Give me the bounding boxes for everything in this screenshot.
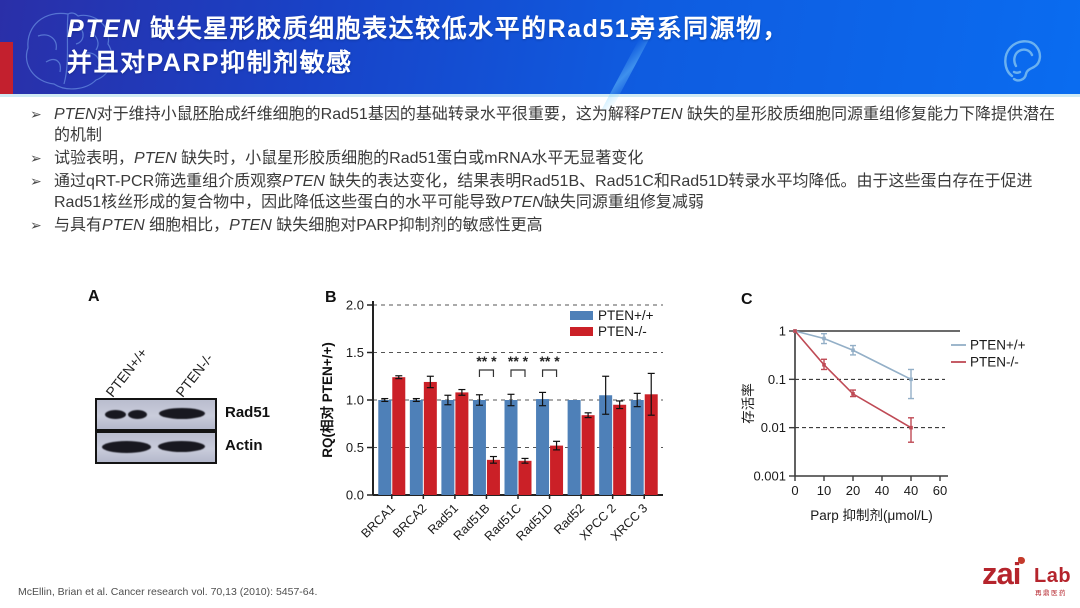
blot-band: [128, 410, 147, 419]
svg-text:0.1: 0.1: [768, 372, 786, 387]
blot-band: [102, 441, 151, 453]
svg-text:1: 1: [779, 324, 786, 339]
svg-text:0: 0: [791, 483, 798, 498]
panel-a-western-blot: A PTEN+/+ PTEN-/- Rad51 Actin: [85, 288, 330, 483]
panel-c-label: C: [741, 291, 753, 308]
title-gene: PTEN: [67, 15, 142, 43]
blot-actin: [95, 431, 217, 464]
bullet-text: PTEN对于维持小鼠胚胎成纤维细胞的Rad51基因的基础转录水平很重要，这为解释…: [54, 106, 1055, 144]
svg-text:** *: ** *: [476, 353, 497, 369]
bullet-list: ➢ PTEN对于维持小鼠胚胎成纤维细胞的Rad51基因的基础转录水平很重要，这为…: [30, 104, 1065, 238]
panel-c-line-chart: C 1 0.1 0.01 0.001 0 10 20 40 40 60 PTEN+/+ PTEN-/-…: [733, 285, 1080, 575]
panel-b-label: B: [325, 289, 337, 306]
svg-text:0.0: 0.0: [346, 488, 364, 503]
svg-text:60: 60: [933, 483, 947, 498]
arrow-bullet-icon: ➢: [30, 106, 42, 122]
blot-row-label: Rad51: [225, 404, 271, 421]
svg-text:10: 10: [817, 483, 831, 498]
blot-band: [159, 408, 205, 419]
svg-text:存活率: 存活率: [740, 383, 756, 424]
arrow-bullet-icon: ➢: [30, 150, 42, 166]
blot-row-label: Actin: [225, 437, 263, 454]
brain-icon: [25, 12, 113, 90]
arrow-bullet-icon: ➢: [30, 217, 42, 233]
bullet-item: ➢ PTEN对于维持小鼠胚胎成纤维细胞的Rad51基因的基础转录水平很重要，这为…: [30, 104, 1065, 146]
blot-rad51: [95, 398, 217, 431]
svg-text:PTEN+/+: PTEN+/+: [598, 308, 654, 323]
blot-band: [158, 441, 205, 452]
lane-label-pten-wt: PTEN+/+: [102, 344, 151, 400]
logo-zai-text: zai: [982, 556, 1021, 591]
panel-b-bar-chart: B 0.0 0.5 1.0 1.5 2.0 BRCA1 BRCA2 Rad51 Rad51B Ra…: [318, 283, 693, 598]
svg-text:PTEN-/-: PTEN-/-: [598, 324, 647, 339]
title-line1: PTEN 缺失星形胶质细胞表达较低水平的Rad51旁系同源物，: [67, 15, 790, 43]
svg-text:PTEN-/-: PTEN-/-: [970, 355, 1019, 370]
ear-icon: [1004, 40, 1042, 82]
bullet-item: ➢ 通过qRT-PCR筛选重组介质观察PTEN 缺失的表达变化，结果表明Rad5…: [30, 171, 1065, 213]
svg-text:BRCA1: BRCA1: [359, 501, 398, 540]
page-title: PTEN 缺失星形胶质细胞表达较低水平的Rad51旁系同源物， 并且对PARP抑…: [67, 12, 789, 80]
svg-text:0.5: 0.5: [346, 440, 364, 455]
lane-label-pten-ko: PTEN-/-: [172, 350, 217, 400]
svg-text:BRCA2: BRCA2: [390, 501, 429, 540]
bar-chart-svg: 0.00.51.01.52.0BRCA1BRCA2Rad51Rad51BRad5…: [319, 298, 663, 544]
line-chart-svg: 1 0.1 0.01 0.001 0 10 20 40 40 60 PTEN+/+ PTEN-/- Pa…: [740, 324, 1026, 524]
logo-dot-icon: [1018, 557, 1025, 564]
logo-lab-text: Lab: [1034, 565, 1072, 587]
zailab-logo: zai Lab 再鼎医药: [982, 556, 1077, 602]
svg-text:40: 40: [875, 483, 889, 498]
svg-text:0.001: 0.001: [753, 469, 786, 484]
blot-band: [105, 410, 126, 419]
bullet-text: 与具有PTEN 细胞相比，PTEN 缺失细胞对PARP抑制剂的敏感性更高: [54, 217, 543, 234]
svg-text:** *: ** *: [508, 353, 529, 369]
svg-text:1.0: 1.0: [346, 393, 364, 408]
title-line2: 并且对PARP抑制剂敏感: [67, 49, 353, 77]
svg-text:2.0: 2.0: [346, 298, 364, 313]
svg-text:1.5: 1.5: [346, 345, 364, 360]
svg-text:20: 20: [846, 483, 860, 498]
arrow-bullet-icon: ➢: [30, 173, 42, 189]
bullet-item: ➢ 与具有PTEN 细胞相比，PTEN 缺失细胞对PARP抑制剂的敏感性更高: [30, 215, 1065, 236]
red-accent-bar: [0, 42, 13, 94]
logo-chinese-text: 再鼎医药: [1035, 590, 1067, 597]
svg-text:40: 40: [904, 483, 918, 498]
bullet-item: ➢ 试验表明，PTEN 缺失时，小鼠星形胶质细胞的Rad51蛋白或mRNA水平无…: [30, 148, 1065, 169]
svg-text:0.01: 0.01: [761, 420, 786, 435]
citation: McEllin, Brian et al. Cancer research vo…: [18, 586, 318, 598]
bullet-text: 通过qRT-PCR筛选重组介质观察PTEN 缺失的表达变化，结果表明Rad51B…: [54, 173, 1033, 211]
svg-text:Parp 抑制剂(μmol/L): Parp 抑制剂(μmol/L): [810, 508, 933, 523]
svg-text:PTEN+/+: PTEN+/+: [970, 338, 1026, 353]
panel-a-label: A: [88, 288, 100, 305]
svg-text:** *: ** *: [539, 353, 560, 369]
header-banner: PTEN 缺失星形胶质细胞表达较低水平的Rad51旁系同源物， 并且对PARP抑…: [0, 0, 1080, 110]
svg-text:RQ(相对 PTEN+/+): RQ(相对 PTEN+/+): [319, 342, 335, 458]
bullet-text: 试验表明，PTEN 缺失时，小鼠星形胶质细胞的Rad51蛋白或mRNA水平无显著…: [54, 150, 644, 167]
